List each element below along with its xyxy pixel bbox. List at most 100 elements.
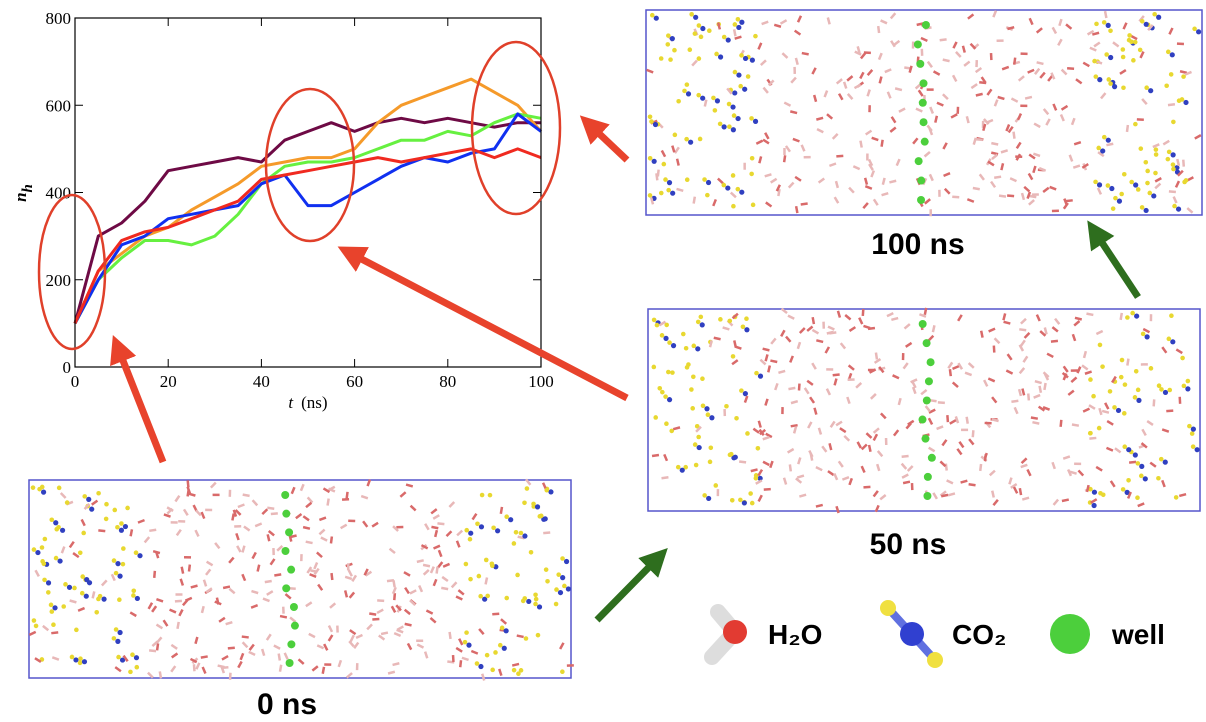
water-molecule (471, 513, 478, 521)
water-molecule (405, 483, 414, 488)
water-molecule (77, 606, 86, 612)
water-molecule (868, 163, 874, 171)
water-molecule (1166, 409, 1174, 413)
co2-atom (739, 19, 745, 25)
water-molecule (1037, 405, 1046, 412)
water-molecule (559, 642, 565, 650)
co2-atom (1142, 476, 1148, 482)
co2-atom (651, 158, 657, 164)
water-molecule (798, 327, 806, 334)
water-molecule (809, 396, 816, 404)
water-molecule (422, 563, 431, 568)
water-molecule (305, 601, 313, 608)
water-molecule (863, 177, 869, 185)
co2-atom (1134, 313, 1140, 319)
water-molecule (310, 569, 318, 574)
water-molecule (313, 562, 319, 570)
co2-atom (111, 558, 117, 563)
water-molecule (957, 362, 964, 370)
water-molecule (764, 173, 772, 178)
water-molecule (1009, 177, 1017, 183)
co2-atom (120, 561, 126, 567)
co2-atom (730, 127, 736, 133)
water-molecule (675, 158, 680, 166)
water-molecule (1042, 108, 1050, 116)
water-molecule (817, 427, 823, 435)
water-molecule (390, 605, 397, 613)
co2-atom (468, 530, 474, 536)
co2-atom (103, 516, 109, 522)
co2-atom (705, 179, 712, 186)
well-atom (290, 621, 299, 630)
water-molecule (960, 479, 968, 484)
co2-atom (1194, 447, 1200, 453)
water-molecule (894, 87, 903, 92)
co2-atom (562, 583, 567, 589)
water-molecule (254, 522, 263, 528)
water-molecule (881, 177, 886, 185)
co2-atom (483, 557, 489, 563)
water-molecule (422, 569, 430, 576)
x-axis-variable: t (288, 393, 294, 412)
water-molecule (826, 330, 834, 335)
water-molecule (862, 202, 869, 209)
water-molecule (846, 396, 851, 405)
well-atom (913, 40, 922, 49)
water-molecule (865, 432, 873, 439)
co2-atom (691, 343, 697, 349)
co2-atom (666, 180, 673, 186)
co2-atom (752, 118, 759, 124)
co2-atom (1166, 149, 1172, 155)
water-molecule (957, 314, 963, 322)
water-molecule (712, 198, 718, 207)
water-molecule (859, 140, 863, 148)
water-molecule (858, 317, 864, 325)
co2-atom (1172, 203, 1177, 209)
water-molecule (1060, 104, 1069, 111)
water-molecule (767, 365, 772, 373)
water-molecule (806, 379, 814, 386)
water-molecule (195, 662, 201, 670)
well-atom (919, 79, 928, 88)
water-molecule (1005, 124, 1011, 132)
water-molecule (437, 522, 445, 526)
x-tick-label: 0 (71, 372, 80, 391)
water-molecule (321, 666, 326, 674)
co2-atom (66, 584, 73, 590)
water-molecule (1047, 74, 1054, 82)
co2-atom (557, 589, 564, 596)
co2-atom (728, 451, 734, 457)
co2-atom (1108, 28, 1113, 34)
water-molecule (835, 505, 840, 514)
water-molecule (260, 648, 266, 657)
water-molecule (794, 205, 799, 214)
co2-atom (526, 598, 532, 605)
water-molecule (923, 307, 928, 315)
water-molecule (225, 620, 233, 626)
co2-atom (53, 555, 59, 561)
co2-atom (115, 638, 121, 644)
co2-atom (563, 558, 570, 565)
water-molecule (1186, 207, 1194, 214)
co2-atom (464, 527, 470, 533)
water-molecule (1046, 352, 1054, 359)
water-molecule (1098, 407, 1103, 416)
co2-atom (1165, 156, 1171, 162)
water-molecule (326, 498, 330, 506)
water-molecule (1035, 27, 1043, 34)
x-tick-label: 20 (160, 372, 177, 391)
water-molecule (441, 575, 449, 583)
co2-atom (664, 322, 669, 328)
co2-atom (523, 636, 529, 641)
water-molecule (1149, 461, 1157, 468)
co2-atom (653, 15, 659, 21)
water-molecule (1137, 502, 1145, 508)
co2-atom (1105, 22, 1111, 28)
co2-atom (1120, 54, 1126, 60)
water-molecule (186, 486, 192, 494)
water-molecule (940, 493, 949, 498)
water-molecule (738, 460, 747, 464)
co2-atom (1169, 313, 1174, 319)
water-molecule (189, 657, 198, 664)
water-molecule (782, 477, 788, 485)
